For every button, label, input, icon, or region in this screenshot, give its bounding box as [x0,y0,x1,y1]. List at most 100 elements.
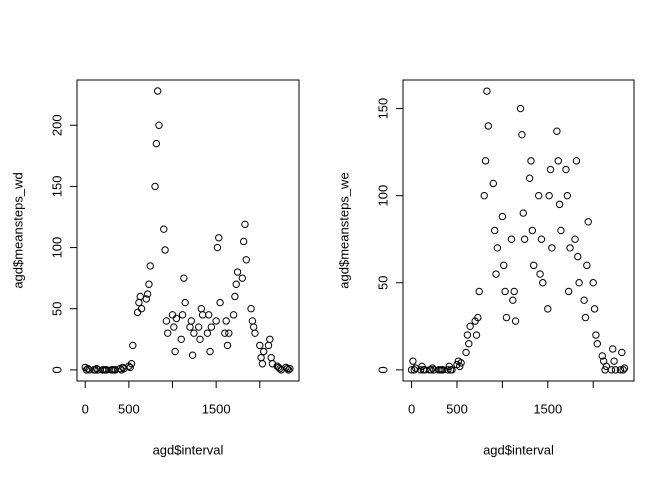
point [474,313,482,322]
point [539,279,547,287]
point [553,127,561,135]
point [407,366,416,374]
point [221,329,229,337]
point [537,235,546,243]
point [145,280,153,288]
y-tick-label: 50 [49,301,64,315]
point [609,345,617,353]
point [481,157,490,165]
point [161,246,169,254]
point [583,261,591,270]
point [444,366,452,374]
point [465,340,473,348]
point [581,313,590,322]
point [241,220,249,229]
point [457,359,465,367]
point [589,279,597,287]
point [519,209,527,217]
point [492,270,500,278]
point [187,317,195,325]
point [575,279,583,287]
point [267,353,275,362]
point [248,317,257,325]
point [162,317,171,325]
point [247,305,255,313]
point [472,331,481,339]
point [225,329,233,337]
y-tick-label: 100 [375,185,390,207]
point [256,341,264,350]
point [264,341,273,350]
point [136,292,144,301]
point [251,329,259,337]
point [152,139,161,148]
point [555,200,564,209]
point [286,364,294,373]
point [239,237,248,246]
point [480,191,488,200]
point [590,305,599,313]
point [498,212,507,221]
point [164,329,172,337]
point [466,322,474,331]
point [409,357,417,365]
y-tick-label: 0 [49,366,64,373]
point [572,157,581,165]
point [231,292,239,301]
point [260,347,268,356]
point [511,317,520,325]
point [216,298,224,307]
point [620,364,629,372]
point [616,366,625,374]
point [463,331,472,339]
point [249,323,258,331]
point [546,165,555,174]
point [170,323,178,331]
point [188,351,197,359]
point [207,323,216,331]
point [520,235,529,243]
point [619,366,627,374]
point [554,157,562,165]
x-tick-label: 1500 [202,401,231,416]
point [490,226,499,235]
point [238,274,247,282]
plot-box [76,79,300,382]
point [181,298,189,307]
point [129,341,137,350]
point [548,244,556,252]
point [593,340,601,348]
point [215,234,223,242]
point [489,179,497,188]
point [283,364,291,373]
point [126,363,134,372]
point [510,287,518,296]
point [284,366,293,374]
point [242,256,250,264]
point [500,261,508,270]
point [545,191,553,200]
point [229,311,238,319]
point [171,347,179,356]
x-axis-label: agd$interval [153,442,224,457]
point [153,87,162,95]
point [610,357,618,365]
point [206,347,214,356]
point [133,308,142,317]
point [177,335,185,343]
point [574,252,582,261]
point [172,314,181,323]
point [427,366,435,374]
point [475,287,483,296]
point [493,244,502,252]
point [536,270,544,278]
point [135,298,143,307]
point [455,362,464,371]
y-tick-label: 100 [49,237,64,259]
point [258,360,267,368]
point [127,360,136,368]
point [198,311,207,319]
point [142,295,151,303]
point [580,296,588,304]
point [544,305,552,313]
